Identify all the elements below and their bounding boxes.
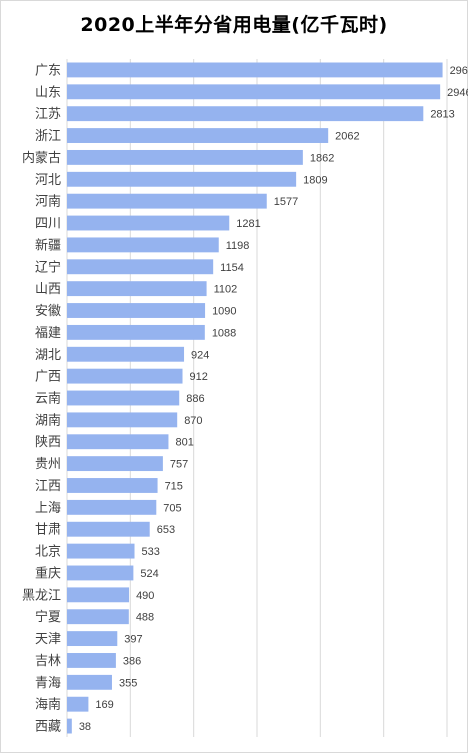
data-label: 490 — [136, 590, 154, 602]
bar — [67, 390, 180, 406]
data-label: 870 — [184, 415, 202, 427]
bar — [67, 434, 169, 450]
category-label: 天津 — [35, 632, 61, 647]
data-label: 2965 — [450, 65, 468, 77]
category-label: 重庆 — [35, 565, 61, 581]
data-label: 38 — [79, 721, 91, 733]
bar — [67, 696, 89, 712]
category-label: 青海 — [35, 676, 61, 691]
data-label: 1198 — [226, 240, 250, 252]
category-label: 陕西 — [35, 435, 61, 450]
bar — [67, 521, 150, 537]
bar — [67, 346, 185, 362]
data-label: 757 — [170, 459, 188, 471]
bar — [67, 609, 129, 625]
bar — [67, 215, 230, 231]
data-label: 2813 — [430, 109, 454, 121]
bar — [67, 259, 214, 275]
bar — [67, 653, 116, 668]
category-label: 浙江 — [35, 129, 61, 144]
data-label: 386 — [123, 655, 141, 667]
category-label: 海南 — [35, 697, 61, 713]
category-label: 西藏 — [35, 720, 61, 735]
data-label: 653 — [157, 524, 175, 536]
bar — [67, 368, 183, 384]
category-label: 广东 — [35, 63, 61, 78]
category-label: 上海 — [35, 501, 61, 516]
bar — [67, 149, 303, 165]
category-label: 河南 — [35, 194, 61, 210]
category-label: 甘肃 — [35, 523, 61, 538]
category-label: 北京 — [35, 545, 61, 560]
data-label: 533 — [142, 546, 160, 558]
category-label: 湖南 — [35, 412, 61, 428]
bar — [67, 106, 424, 122]
data-label: 715 — [165, 480, 183, 492]
bar — [67, 281, 207, 297]
category-label: 新疆 — [35, 237, 61, 253]
data-label: 1577 — [274, 196, 298, 208]
bar — [67, 412, 178, 428]
bar — [67, 456, 163, 472]
bar — [67, 499, 157, 515]
data-label: 912 — [190, 371, 208, 383]
category-label: 山西 — [35, 282, 61, 297]
data-label: 1154 — [220, 262, 244, 274]
category-label: 江苏 — [35, 106, 61, 122]
bar — [67, 631, 118, 647]
bar — [67, 674, 112, 690]
data-label: 355 — [119, 677, 137, 689]
category-label: 贵州 — [35, 457, 61, 472]
data-label: 397 — [124, 634, 142, 646]
bar — [67, 62, 443, 78]
data-label: 2062 — [335, 131, 359, 143]
bar — [67, 587, 130, 603]
bar — [67, 324, 205, 340]
data-label: 488 — [136, 612, 154, 624]
category-label: 福建 — [35, 326, 61, 341]
bar — [67, 543, 135, 559]
category-label: 宁夏 — [35, 609, 61, 625]
category-label: 黑龙江 — [22, 588, 61, 603]
data-label: 1809 — [303, 174, 327, 186]
data-label: 705 — [163, 502, 181, 514]
data-label: 2946 — [447, 87, 468, 99]
data-label: 524 — [140, 568, 158, 580]
category-label: 四川 — [35, 217, 61, 232]
bar — [67, 303, 206, 318]
bar — [67, 171, 297, 187]
bar — [67, 84, 441, 100]
category-label: 内蒙古 — [22, 150, 61, 166]
category-label: 安徽 — [35, 304, 61, 319]
data-label: 1102 — [214, 284, 238, 296]
data-label: 1862 — [310, 152, 334, 164]
bar — [67, 478, 158, 493]
chart-title: 2020上半年分省用电量(亿千瓦时) — [80, 14, 388, 36]
category-label: 广西 — [35, 370, 61, 385]
bar — [67, 237, 219, 253]
category-label: 云南 — [35, 391, 61, 407]
bar — [67, 128, 329, 143]
category-label: 河北 — [35, 173, 61, 188]
data-label: 1088 — [212, 327, 236, 339]
category-label: 江西 — [35, 479, 61, 494]
data-label: 1281 — [236, 218, 260, 230]
data-label: 924 — [191, 349, 209, 361]
category-label: 湖北 — [35, 348, 61, 363]
data-label: 886 — [186, 393, 204, 405]
category-label: 吉林 — [35, 654, 61, 669]
category-label: 山东 — [35, 85, 61, 100]
bar — [67, 718, 72, 734]
bar — [67, 565, 134, 581]
data-label: 1090 — [212, 306, 236, 318]
category-label: 辽宁 — [35, 259, 61, 275]
bar — [67, 193, 267, 209]
data-label: 169 — [95, 699, 113, 711]
data-label: 801 — [175, 437, 193, 449]
